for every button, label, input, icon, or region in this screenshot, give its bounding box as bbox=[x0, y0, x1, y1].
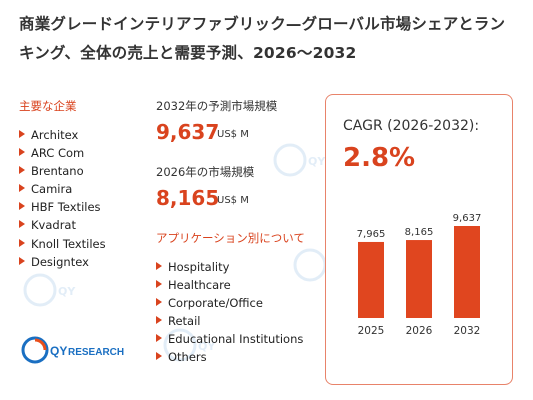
bullet-triangle-icon bbox=[156, 280, 162, 289]
bullet-triangle-icon bbox=[19, 202, 25, 211]
bullet-triangle-icon bbox=[19, 166, 25, 175]
application-item: Healthcare bbox=[156, 276, 303, 294]
bar-2026 bbox=[406, 240, 432, 318]
cagr-label: CAGR (2026-2032): bbox=[343, 118, 480, 134]
company-item: HBF Textiles bbox=[19, 198, 106, 216]
company-item: Kvadrat bbox=[19, 216, 106, 234]
watermark-logo: QY bbox=[163, 328, 216, 362]
application-item: Educational Institutions bbox=[156, 330, 303, 348]
bullet-triangle-icon bbox=[19, 238, 25, 247]
company-list: Architex ARC Com Brentano Camira HBF Tex… bbox=[19, 126, 106, 271]
category-label-2026: 2026 bbox=[406, 325, 433, 337]
data-label-2026: 8,165 bbox=[405, 227, 434, 238]
forecast-size-label: 2032年の予測市場規模 bbox=[156, 99, 278, 113]
bullet-triangle-icon bbox=[19, 148, 25, 157]
application-item: Corporate/Office bbox=[156, 294, 303, 312]
bullet-triangle-icon bbox=[156, 262, 162, 270]
svg-text:QY: QY bbox=[50, 344, 67, 358]
bullet-triangle-icon bbox=[19, 130, 25, 138]
page-title: 商業グレードインテリアファブリック—グローバル市場シェアとランキング、全体の売上… bbox=[19, 15, 506, 62]
bar-2032 bbox=[454, 226, 480, 318]
company-item: ARC Com bbox=[19, 144, 106, 162]
svg-text:QY: QY bbox=[198, 340, 216, 353]
application-list: Hospitality Healthcare Corporate/Office … bbox=[156, 258, 303, 367]
bullet-triangle-icon bbox=[19, 184, 25, 193]
application-item: Retail bbox=[156, 312, 303, 330]
market-size-bar-chart: 7,965 2025 8,165 2026 9,637 2032 bbox=[357, 213, 482, 337]
qyresearch-logo: QY RESEARCH bbox=[21, 336, 124, 364]
category-label-2025: 2025 bbox=[358, 325, 385, 337]
watermark-logo: QY bbox=[23, 273, 76, 307]
svg-text:QY: QY bbox=[308, 155, 326, 168]
application-item: Others bbox=[156, 348, 303, 366]
bullet-triangle-icon bbox=[156, 334, 162, 343]
current-size-label: 2026年の市場規模 bbox=[156, 165, 255, 179]
data-label-2025: 7,965 bbox=[357, 229, 386, 240]
cagr-card bbox=[325, 94, 513, 385]
company-item: Architex bbox=[19, 126, 106, 144]
company-item: Brentano bbox=[19, 162, 106, 180]
svg-text:RESEARCH: RESEARCH bbox=[68, 347, 124, 358]
bullet-triangle-icon bbox=[156, 298, 162, 307]
bullet-triangle-icon bbox=[156, 316, 162, 325]
company-item: Knoll Textiles bbox=[19, 235, 106, 253]
forecast-size-unit: US$ M bbox=[217, 129, 249, 140]
category-label-2032: 2032 bbox=[454, 325, 481, 337]
current-size-unit: US$ M bbox=[217, 195, 249, 206]
cagr-value: 2.8% bbox=[343, 143, 416, 173]
svg-text:QY: QY bbox=[58, 285, 76, 298]
company-item: Designtex bbox=[19, 253, 106, 271]
company-item: Camira bbox=[19, 180, 106, 198]
bullet-triangle-icon bbox=[156, 352, 162, 361]
applications-heading: アプリケーション別について bbox=[156, 231, 305, 245]
bullet-triangle-icon bbox=[19, 220, 25, 229]
application-item: Hospitality bbox=[156, 258, 303, 276]
forecast-size-value: 9,637 bbox=[156, 120, 220, 144]
current-size-value: 8,165 bbox=[156, 186, 220, 210]
bullet-triangle-icon bbox=[19, 256, 25, 265]
companies-heading: 主要な企業 bbox=[19, 99, 77, 113]
bar-2025 bbox=[358, 241, 384, 318]
watermark-logo: QY bbox=[273, 143, 326, 177]
data-label-2032: 9,637 bbox=[453, 213, 482, 224]
